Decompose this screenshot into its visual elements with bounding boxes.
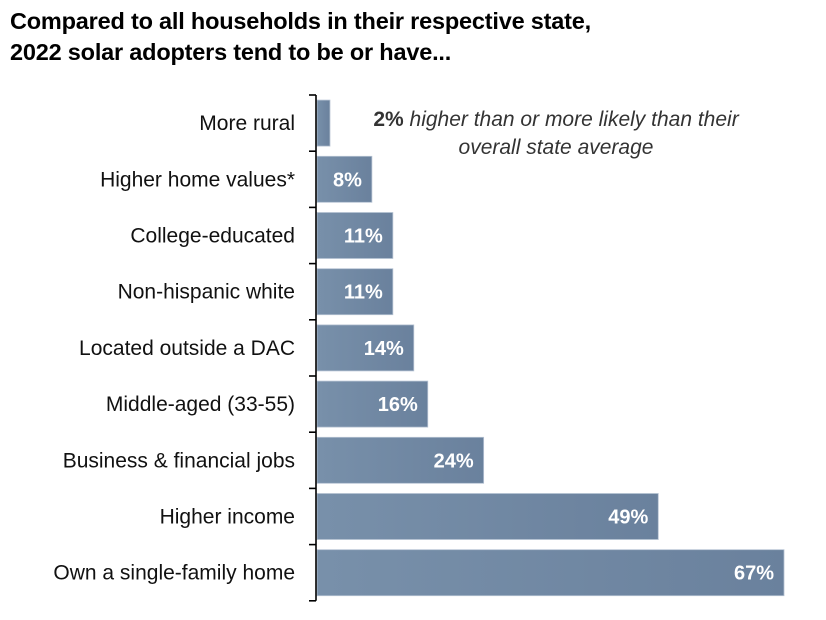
bar-more-rural: [316, 99, 331, 147]
category-label: Higher home values*: [100, 168, 295, 191]
category-label: Higher income: [160, 506, 295, 529]
value-label: 67%: [734, 563, 774, 585]
chart-title-line-1: Compared to all households in their resp…: [10, 8, 591, 34]
category-label: Non-hispanic white: [118, 281, 295, 304]
value-label: 49%: [608, 507, 648, 529]
bar-non-hispanic-white: [316, 268, 394, 316]
chart-title-line-2: 2022 solar adopters tend to be or have..…: [10, 39, 452, 65]
annotation-text-line-2: overall state average: [458, 136, 654, 159]
y-axis: [309, 94, 317, 602]
bar-business-financial-jobs: [316, 436, 485, 484]
bar-higher-home-values: [316, 155, 373, 203]
value-label: 16%: [378, 394, 418, 416]
bar-higher-income: [316, 493, 659, 540]
value-label: 24%: [434, 450, 474, 472]
annotation-text-line-1: higher than or more likely than their: [409, 108, 739, 131]
value-label: 8%: [333, 169, 362, 191]
value-label: 11%: [344, 282, 383, 304]
value-label: 11%: [344, 226, 383, 248]
bar-own-a-single-family-home: [316, 549, 785, 597]
bar-located-outside-a-dac: [316, 324, 415, 372]
category-label: College-educated: [130, 225, 295, 248]
category-label: Business & financial jobs: [63, 449, 295, 472]
category-label: Own a single-family home: [53, 562, 295, 585]
category-label: Located outside a DAC: [79, 337, 295, 360]
category-label: More rural: [199, 112, 295, 135]
annotation: 2% higher than or more likely than their…: [336, 106, 776, 162]
annotation-value: 2%: [373, 108, 404, 131]
bars-group: More rural Higher home values* 8% College-e…: [53, 99, 785, 597]
bar-college-educated: [316, 212, 394, 259]
value-label: 14%: [364, 338, 404, 360]
category-label: Middle-aged (33-55): [106, 393, 295, 416]
bar-middle-aged-33-55: [316, 380, 429, 428]
chart-title: Compared to all households in their resp…: [10, 6, 591, 68]
